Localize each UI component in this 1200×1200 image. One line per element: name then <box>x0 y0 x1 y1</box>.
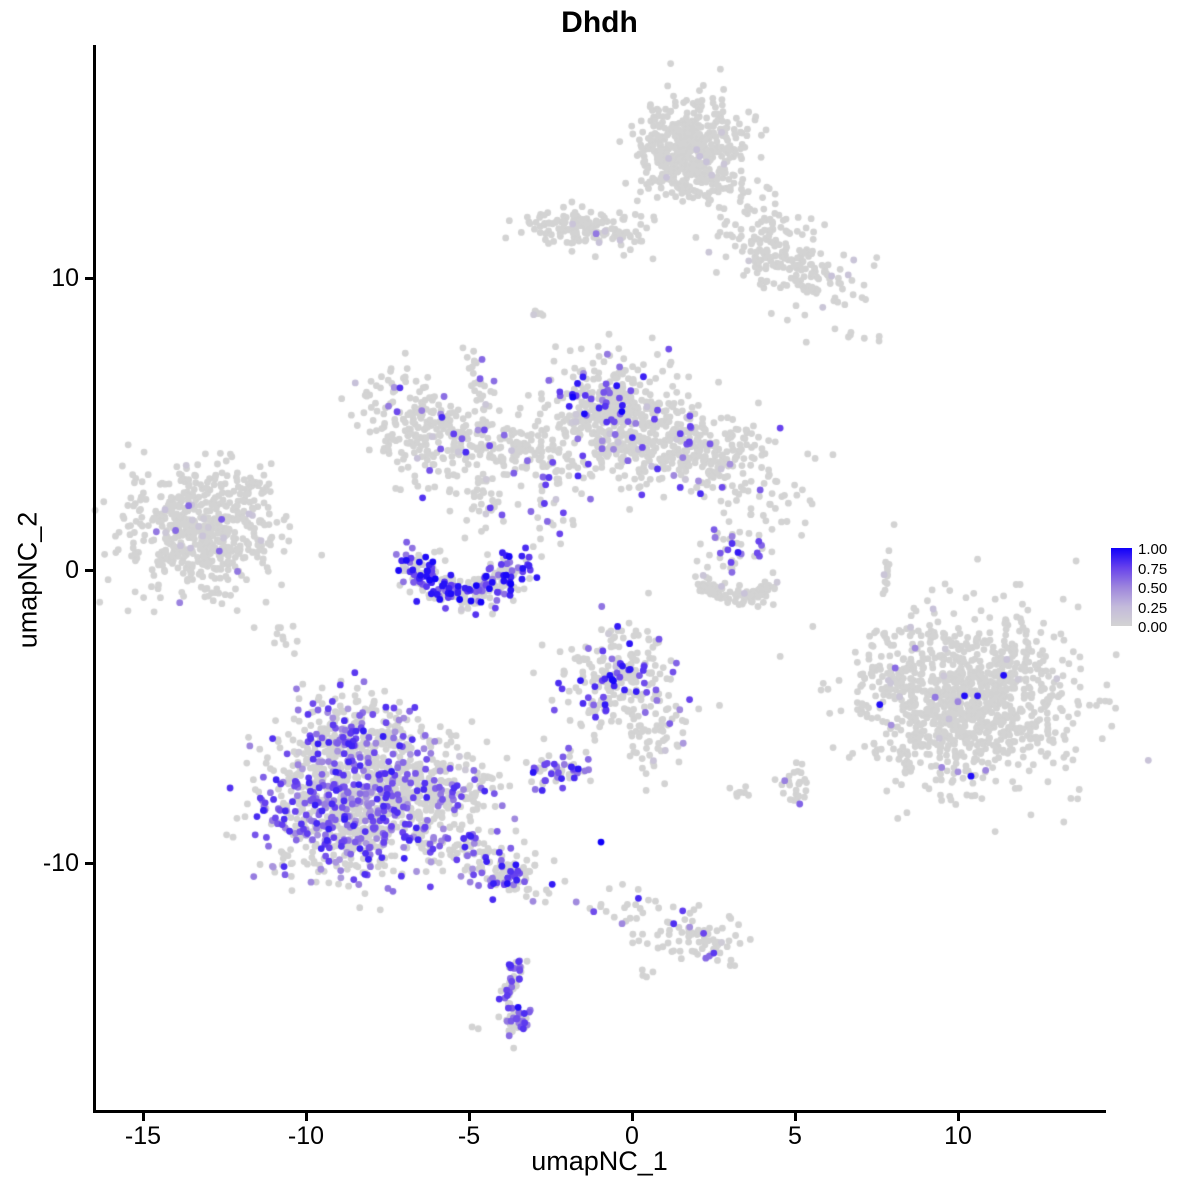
y-axis-line <box>93 45 96 1113</box>
x-tick-label: -5 <box>457 1122 481 1150</box>
x-tick-mark <box>305 1113 308 1121</box>
legend-tick-label: 0.50 <box>1138 580 1168 597</box>
chart-title: Dhdh <box>561 6 638 39</box>
legend-tick-label: 0.75 <box>1138 560 1168 578</box>
colorbar-gradient <box>1111 548 1132 626</box>
x-tick-mark <box>957 1113 960 1121</box>
x-tick-mark <box>142 1113 145 1121</box>
y-tick-mark <box>85 861 93 865</box>
y-tick-label: 10 <box>51 263 79 292</box>
x-tick-label: 10 <box>944 1122 972 1150</box>
x-tick-label: 5 <box>788 1122 802 1150</box>
expression-colorbar-legend: 1.00 0.75 0.50 0.25 0.00 <box>1111 541 1199 636</box>
y-tick-mark <box>85 276 93 280</box>
y-tick-mark <box>85 569 93 572</box>
legend-tick-label: 0.25 <box>1138 599 1168 617</box>
x-tick-label: -15 <box>124 1122 162 1150</box>
x-tick-label: -10 <box>287 1122 325 1150</box>
x-axis-title: umapNC_1 <box>531 1146 668 1176</box>
x-tick-mark <box>468 1113 471 1121</box>
y-tick-label: 0 <box>65 556 79 584</box>
x-tick-mark <box>794 1113 797 1121</box>
y-tick-label: -10 <box>42 848 79 877</box>
y-axis-title: umapNC_2 <box>12 511 43 649</box>
x-axis-line <box>93 1110 1106 1113</box>
x-tick-mark <box>631 1113 634 1121</box>
legend-tick-label: 1.00 <box>1138 541 1168 558</box>
x-tick-label: 0 <box>625 1122 639 1150</box>
legend-tick-label: 0.00 <box>1138 619 1168 636</box>
